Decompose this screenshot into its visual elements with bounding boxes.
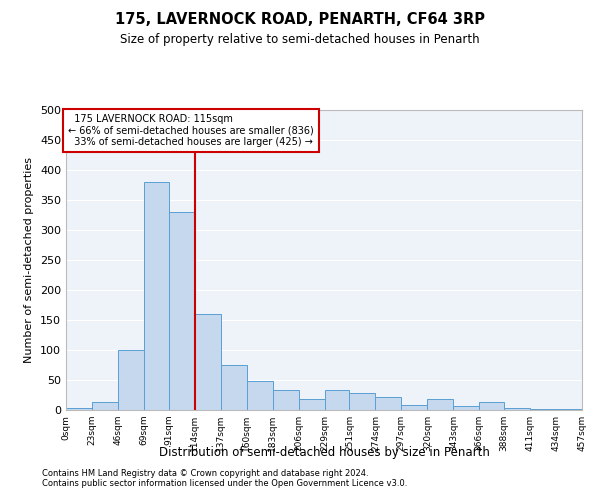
- Text: Contains HM Land Registry data © Crown copyright and database right 2024.: Contains HM Land Registry data © Crown c…: [42, 469, 368, 478]
- Bar: [479, 402, 504, 410]
- Text: Contains public sector information licensed under the Open Government Licence v3: Contains public sector information licen…: [42, 479, 407, 488]
- Bar: [247, 381, 272, 410]
- Text: Distribution of semi-detached houses by size in Penarth: Distribution of semi-detached houses by …: [158, 446, 490, 459]
- Bar: [453, 406, 479, 410]
- Bar: [349, 393, 376, 410]
- Text: 175, LAVERNOCK ROAD, PENARTH, CF64 3RP: 175, LAVERNOCK ROAD, PENARTH, CF64 3RP: [115, 12, 485, 28]
- Bar: [195, 314, 221, 410]
- Bar: [299, 399, 325, 410]
- Bar: [221, 365, 247, 410]
- Bar: [556, 409, 582, 410]
- Bar: [401, 405, 427, 410]
- Text: Size of property relative to semi-detached houses in Penarth: Size of property relative to semi-detach…: [120, 32, 480, 46]
- Bar: [144, 182, 169, 410]
- Bar: [325, 390, 349, 410]
- Bar: [169, 212, 195, 410]
- Bar: [427, 399, 453, 410]
- Bar: [376, 397, 401, 410]
- Bar: [272, 390, 299, 410]
- Bar: [504, 408, 530, 410]
- Y-axis label: Number of semi-detached properties: Number of semi-detached properties: [25, 157, 34, 363]
- Bar: [530, 409, 556, 410]
- Bar: [92, 402, 118, 410]
- Text: 175 LAVERNOCK ROAD: 115sqm
← 66% of semi-detached houses are smaller (836)
  33%: 175 LAVERNOCK ROAD: 115sqm ← 66% of semi…: [68, 114, 314, 148]
- Bar: [66, 408, 92, 410]
- Bar: [118, 350, 144, 410]
